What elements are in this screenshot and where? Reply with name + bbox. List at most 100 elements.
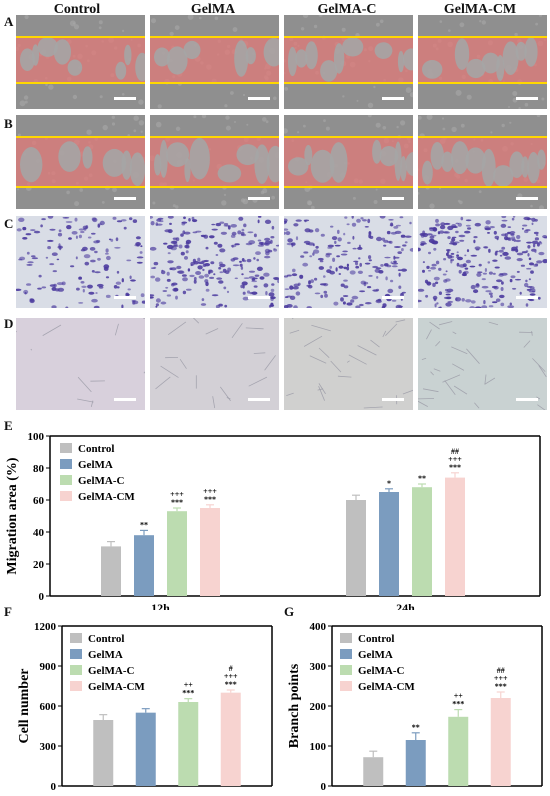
chart-e-x-tick-label-1: 24h — [396, 601, 415, 610]
micrograph-b-gelmac — [284, 115, 413, 209]
micrograph-c-control — [16, 216, 145, 308]
chart-e-sig-label-0-2-1: +++ — [170, 490, 184, 499]
chart-g-y-tick-label-4: 400 — [310, 621, 327, 633]
panel-letter-g: G — [284, 604, 295, 619]
panel-letter-a: A — [4, 14, 14, 29]
chart-e-bar-0-0 — [101, 546, 121, 596]
chart-g-legend-label-2: GelMA-C — [358, 665, 404, 677]
micrograph-d-gelma — [150, 318, 279, 410]
chart-g-legend-swatch-0 — [340, 633, 352, 643]
chart-e-y-tick-label-2: 40 — [33, 527, 45, 539]
chart-g-sig-label-2-1: ++ — [454, 692, 464, 701]
chart-g-legend-swatch-3 — [340, 681, 352, 691]
chart-g-bar-2 — [448, 716, 469, 786]
chart-e-legend-label-0: Control — [78, 443, 114, 455]
chart-g-y-tick-label-0: 0 — [321, 781, 327, 793]
chart-f-y-tick-label-3: 900 — [40, 661, 57, 673]
chart-e-sig-label-0-3-1: +++ — [203, 487, 217, 496]
chart-e-legend-swatch-0 — [60, 443, 72, 453]
micrograph-d-gelmac — [284, 318, 413, 410]
micrograph-b-control — [16, 115, 145, 209]
chart-f-y-tick-label-2: 600 — [40, 701, 57, 713]
chart-f-sig-label-2-1: ++ — [184, 681, 194, 690]
chart-e-y-tick-label-5: 100 — [28, 431, 45, 443]
micrograph-b-gelmacm — [418, 115, 547, 209]
column-header-gelmacm: GelMA-CM — [443, 2, 517, 17]
chart-e-legend-label-2: GelMA-C — [78, 475, 124, 487]
chart-e-legend-swatch-2 — [60, 475, 72, 485]
micrograph-c-gelmac — [284, 216, 413, 308]
micrograph-d-gelmacm — [418, 318, 547, 410]
panel-letter-c: C — [4, 216, 14, 231]
micrograph-c-gelma — [150, 216, 279, 308]
chart-e-sig-label-0-2-0: *** — [171, 498, 183, 507]
column-header-gelmac: GelMA-C — [317, 2, 377, 17]
micrograph-d-control — [16, 318, 145, 410]
column-header-control: Control — [53, 2, 101, 17]
chart-e-migration-area: 0 20 40 60 80 100 Migration area (%) ** *** +++ **… — [0, 418, 550, 610]
chart-f-y-tick-label-1: 300 — [40, 741, 57, 753]
column-header-gelma: GelMA — [190, 2, 236, 17]
micrograph-a-gelmacm — [418, 15, 547, 109]
chart-f-legend-label-3: GelMA-CM — [88, 681, 145, 693]
chart-e-sig-label-1-3-2: ## — [451, 447, 459, 456]
chart-f-sig-label-2-0: *** — [182, 689, 194, 698]
chart-e-bar-0-1 — [134, 535, 154, 596]
chart-e-bar-0-3 — [200, 508, 220, 596]
chart-e-sig-label-1-3-0: *** — [449, 463, 461, 472]
micrograph-a-gelma — [150, 15, 279, 109]
chart-f-bar-2 — [178, 702, 199, 786]
chart-g-sig-label-3-2: ## — [497, 666, 505, 675]
chart-f-legend-label-1: GelMA — [88, 649, 123, 661]
chart-f-legend-swatch-0 — [70, 633, 82, 643]
chart-e-y-tick-label-3: 60 — [33, 495, 45, 507]
chart-e-bar-1-3 — [445, 477, 465, 596]
chart-g-y-tick-label-1: 100 — [310, 741, 327, 753]
chart-g-legend-swatch-2 — [340, 665, 352, 675]
chart-f-sig-label-3-1: +++ — [224, 672, 238, 681]
micrograph-b-gelma — [150, 115, 279, 209]
chart-g-sig-label-1-0: ** — [412, 723, 420, 732]
chart-g-branch-points: 0 100 200 300 400 Branch points ** *** ++ *** +++ #… — [280, 610, 550, 796]
chart-g-y-tick-label-2: 200 — [310, 701, 327, 713]
chart-e-y-tick-label-4: 80 — [33, 463, 45, 475]
chart-f-legend-swatch-2 — [70, 665, 82, 675]
chart-f-legend-swatch-1 — [70, 649, 82, 659]
chart-e-bar-1-1 — [379, 492, 399, 596]
panel-letter-d: D — [4, 316, 14, 331]
chart-e-sig-label-1-1-0: * — [387, 479, 391, 488]
chart-g-bar-0 — [363, 757, 384, 786]
chart-e-sig-label-0-3-0: *** — [204, 495, 216, 504]
chart-f-legend-label-2: GelMA-C — [88, 665, 134, 677]
chart-f-bar-0 — [93, 720, 114, 786]
chart-e-bar-1-2 — [412, 487, 432, 596]
chart-e-y-tick-label-0: 0 — [39, 591, 45, 603]
chart-f-legend-swatch-3 — [70, 681, 82, 691]
chart-e-sig-label-1-2-0: ** — [418, 474, 426, 483]
chart-e-legend-label-3: GelMA-CM — [78, 491, 135, 503]
panel-letter-f: F — [4, 604, 12, 619]
chart-e-legend-swatch-3 — [60, 491, 72, 501]
chart-g-bar-1 — [405, 740, 426, 786]
chart-f-y-tick-label-0: 0 — [51, 781, 57, 793]
chart-e-legend-label-1: GelMA — [78, 459, 113, 471]
micrograph-a-control — [16, 15, 145, 109]
chart-e-legend-swatch-1 — [60, 459, 72, 469]
chart-g-legend-label-3: GelMA-CM — [358, 681, 415, 693]
chart-g-y-tick-label-3: 300 — [310, 661, 327, 673]
chart-g-legend-label-1: GelMA — [358, 649, 393, 661]
chart-f-sig-label-3-0: *** — [225, 680, 237, 689]
chart-e-sig-label-0-1-0: ** — [140, 520, 148, 529]
panel-letter-e: E — [4, 418, 13, 433]
chart-f-cell-number: 0 300 600 900 1200 Cell number *** ++ *** +++ # Con… — [0, 610, 280, 796]
chart-f-sig-label-3-2: # — [229, 664, 233, 673]
chart-f-bar-1 — [135, 712, 156, 786]
chart-f-y-tick-label-4: 1200 — [34, 621, 57, 633]
chart-e-y-axis-label: Migration area (%) — [5, 457, 20, 574]
chart-e-y-tick-label-1: 20 — [33, 559, 45, 571]
micrograph-a-gelmac — [284, 15, 413, 109]
chart-f-y-axis-label: Cell number — [17, 668, 32, 743]
panel-letter-b: B — [4, 116, 13, 131]
chart-g-legend-label-0: Control — [358, 633, 394, 645]
chart-g-sig-label-3-0: *** — [495, 682, 507, 691]
